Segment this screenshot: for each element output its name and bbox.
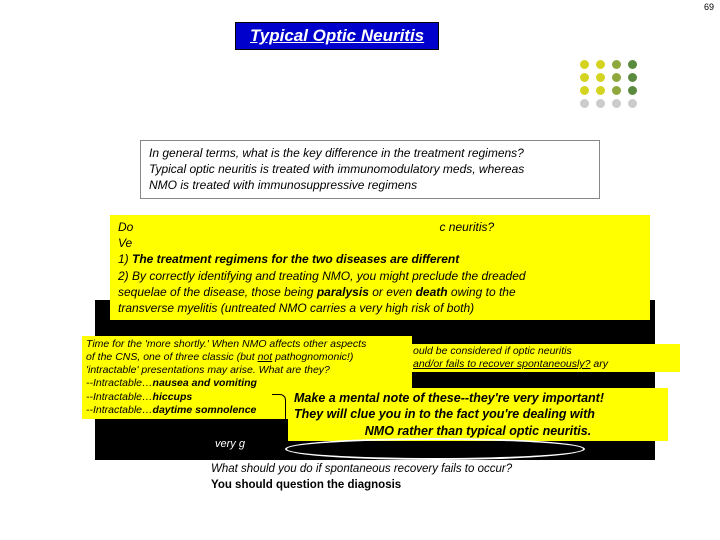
slide-title: Typical Optic Neuritis bbox=[250, 26, 424, 45]
dot-icon bbox=[612, 86, 621, 95]
text-bold: The treatment regimens for the two disea… bbox=[132, 252, 459, 266]
should-box: ould be considered if optic neuritis and… bbox=[410, 344, 680, 372]
dot-icon bbox=[628, 60, 637, 69]
text-bold: daytime somnolence bbox=[153, 404, 257, 416]
text: 'intractable' presentations may arise. W… bbox=[86, 364, 408, 377]
regimens-box: In general terms, what is the key differ… bbox=[140, 140, 600, 199]
text-bold: hiccups bbox=[153, 391, 193, 403]
text: sequelae of the disease, those being bbox=[118, 285, 317, 299]
dot-icon bbox=[628, 73, 637, 82]
dot-icon bbox=[612, 73, 621, 82]
regimens-question: In general terms, what is the key differ… bbox=[149, 146, 524, 160]
text: owing to the bbox=[448, 285, 516, 299]
text: --Intractable… bbox=[86, 377, 153, 389]
text-em: immunosuppressive bbox=[258, 178, 365, 192]
bottom-question: What should you do if spontaneous recove… bbox=[211, 462, 569, 478]
dot-icon bbox=[612, 99, 621, 108]
page-number: 69 bbox=[704, 2, 714, 12]
decorative-dots bbox=[580, 60, 640, 108]
text: Ve bbox=[118, 235, 642, 251]
text: ould be considered if optic neuritis bbox=[413, 345, 677, 358]
text: ary bbox=[593, 358, 608, 370]
matter-box: Does it matter clinically whether a pt h… bbox=[110, 215, 650, 320]
text: regimens bbox=[364, 178, 417, 192]
black-text-peek: very g bbox=[215, 438, 245, 450]
dot-icon bbox=[596, 73, 605, 82]
text: Time for the 'more shortly.' When NMO af… bbox=[86, 338, 408, 351]
dot-icon bbox=[580, 86, 589, 95]
text: transverse myelitis (untreated NMO carri… bbox=[118, 300, 642, 316]
bracket-icon bbox=[272, 394, 286, 434]
text: NMO is treated with bbox=[149, 178, 258, 192]
text: 2) By correctly identifying and treating… bbox=[118, 268, 642, 284]
title-box: Typical Optic Neuritis bbox=[235, 22, 439, 50]
text: --Intractable… bbox=[86, 404, 153, 416]
text: or even bbox=[369, 285, 416, 299]
mental-note-box: Make a mental note of these--they're ver… bbox=[288, 388, 668, 441]
dot-icon bbox=[596, 60, 605, 69]
text: NMO rather than typical optic neuritis. bbox=[294, 423, 662, 439]
text-bold: paralysis bbox=[317, 285, 369, 299]
text: c neuritis? bbox=[439, 220, 494, 234]
text: meds, whereas bbox=[440, 162, 525, 176]
text-bold: death bbox=[416, 285, 448, 299]
bottom-answer: You should question the diagnosis bbox=[211, 478, 569, 494]
dot-icon bbox=[580, 73, 589, 82]
text-bold: nausea and vomiting bbox=[153, 377, 257, 389]
text-em: immunomodulatory bbox=[338, 162, 440, 176]
text: pathognomonic!) bbox=[272, 351, 353, 363]
bottom-box: What should you do if spontaneous recove… bbox=[205, 460, 575, 495]
dot-icon bbox=[628, 99, 637, 108]
text: Typical optic neuritis is treated with bbox=[149, 162, 338, 176]
text: They will clue you in to the fact you're… bbox=[294, 406, 662, 422]
dot-icon bbox=[580, 99, 589, 108]
highlight-oval bbox=[285, 438, 585, 460]
text-underline: and/or fails to recover spontaneously? bbox=[413, 358, 590, 370]
dot-icon bbox=[580, 60, 589, 69]
text-underline: not bbox=[258, 351, 273, 363]
dot-icon bbox=[596, 99, 605, 108]
text: of the CNS, one of three classic (but bbox=[86, 351, 258, 363]
dot-icon bbox=[628, 86, 637, 95]
text: Do bbox=[118, 220, 133, 234]
dot-icon bbox=[596, 86, 605, 95]
text: --Intractable… bbox=[86, 391, 153, 403]
dot-icon bbox=[612, 60, 621, 69]
text: 1) bbox=[118, 252, 132, 266]
text: Make a mental note of these--they're ver… bbox=[294, 390, 662, 406]
